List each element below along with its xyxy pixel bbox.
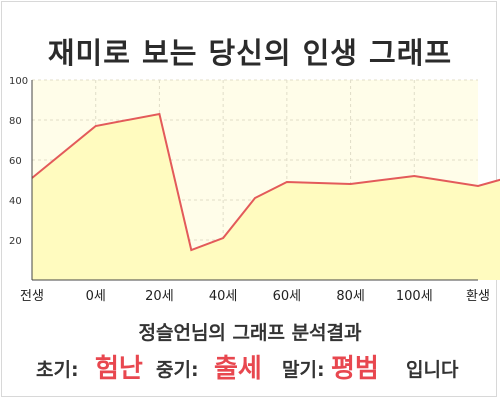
x-tick-label: 0세 [86, 289, 106, 304]
x-tick-label: 40세 [209, 289, 238, 304]
x-tick-label: 환생 [466, 289, 490, 304]
y-tick-label: 40 [9, 196, 22, 207]
late-label: 말기: [282, 359, 325, 381]
x-tick-label: 80세 [336, 289, 365, 304]
mid-label: 중기: [156, 359, 199, 381]
area-fill [32, 114, 500, 280]
late-value: 평범 [331, 354, 379, 384]
y-tick-label: 80 [9, 116, 22, 127]
y-tick-label: 20 [9, 236, 22, 247]
early-value: 험난 [95, 354, 143, 384]
page-title: 재미로 보는 당신의 인생 그래프 [47, 36, 453, 70]
y-tick-label: 100 [9, 76, 28, 87]
result-ending: 입니다 [406, 359, 459, 381]
y-tick-label: 60 [9, 156, 22, 167]
x-tick-label: 60세 [273, 289, 302, 304]
x-tick-label: 100세 [396, 289, 433, 304]
x-tick-label: 전생 [20, 289, 44, 304]
early-label: 초기: [36, 359, 79, 381]
mid-value: 출세 [214, 354, 262, 384]
result-title: 정슬언님의 그래프 분석결과 [138, 322, 362, 344]
result-summary: 초기: 험난 중기: 출세 말기: 평범 입니다 [0, 344, 500, 384]
x-tick-label: 20세 [145, 289, 174, 304]
series-line [31, 112, 500, 252]
